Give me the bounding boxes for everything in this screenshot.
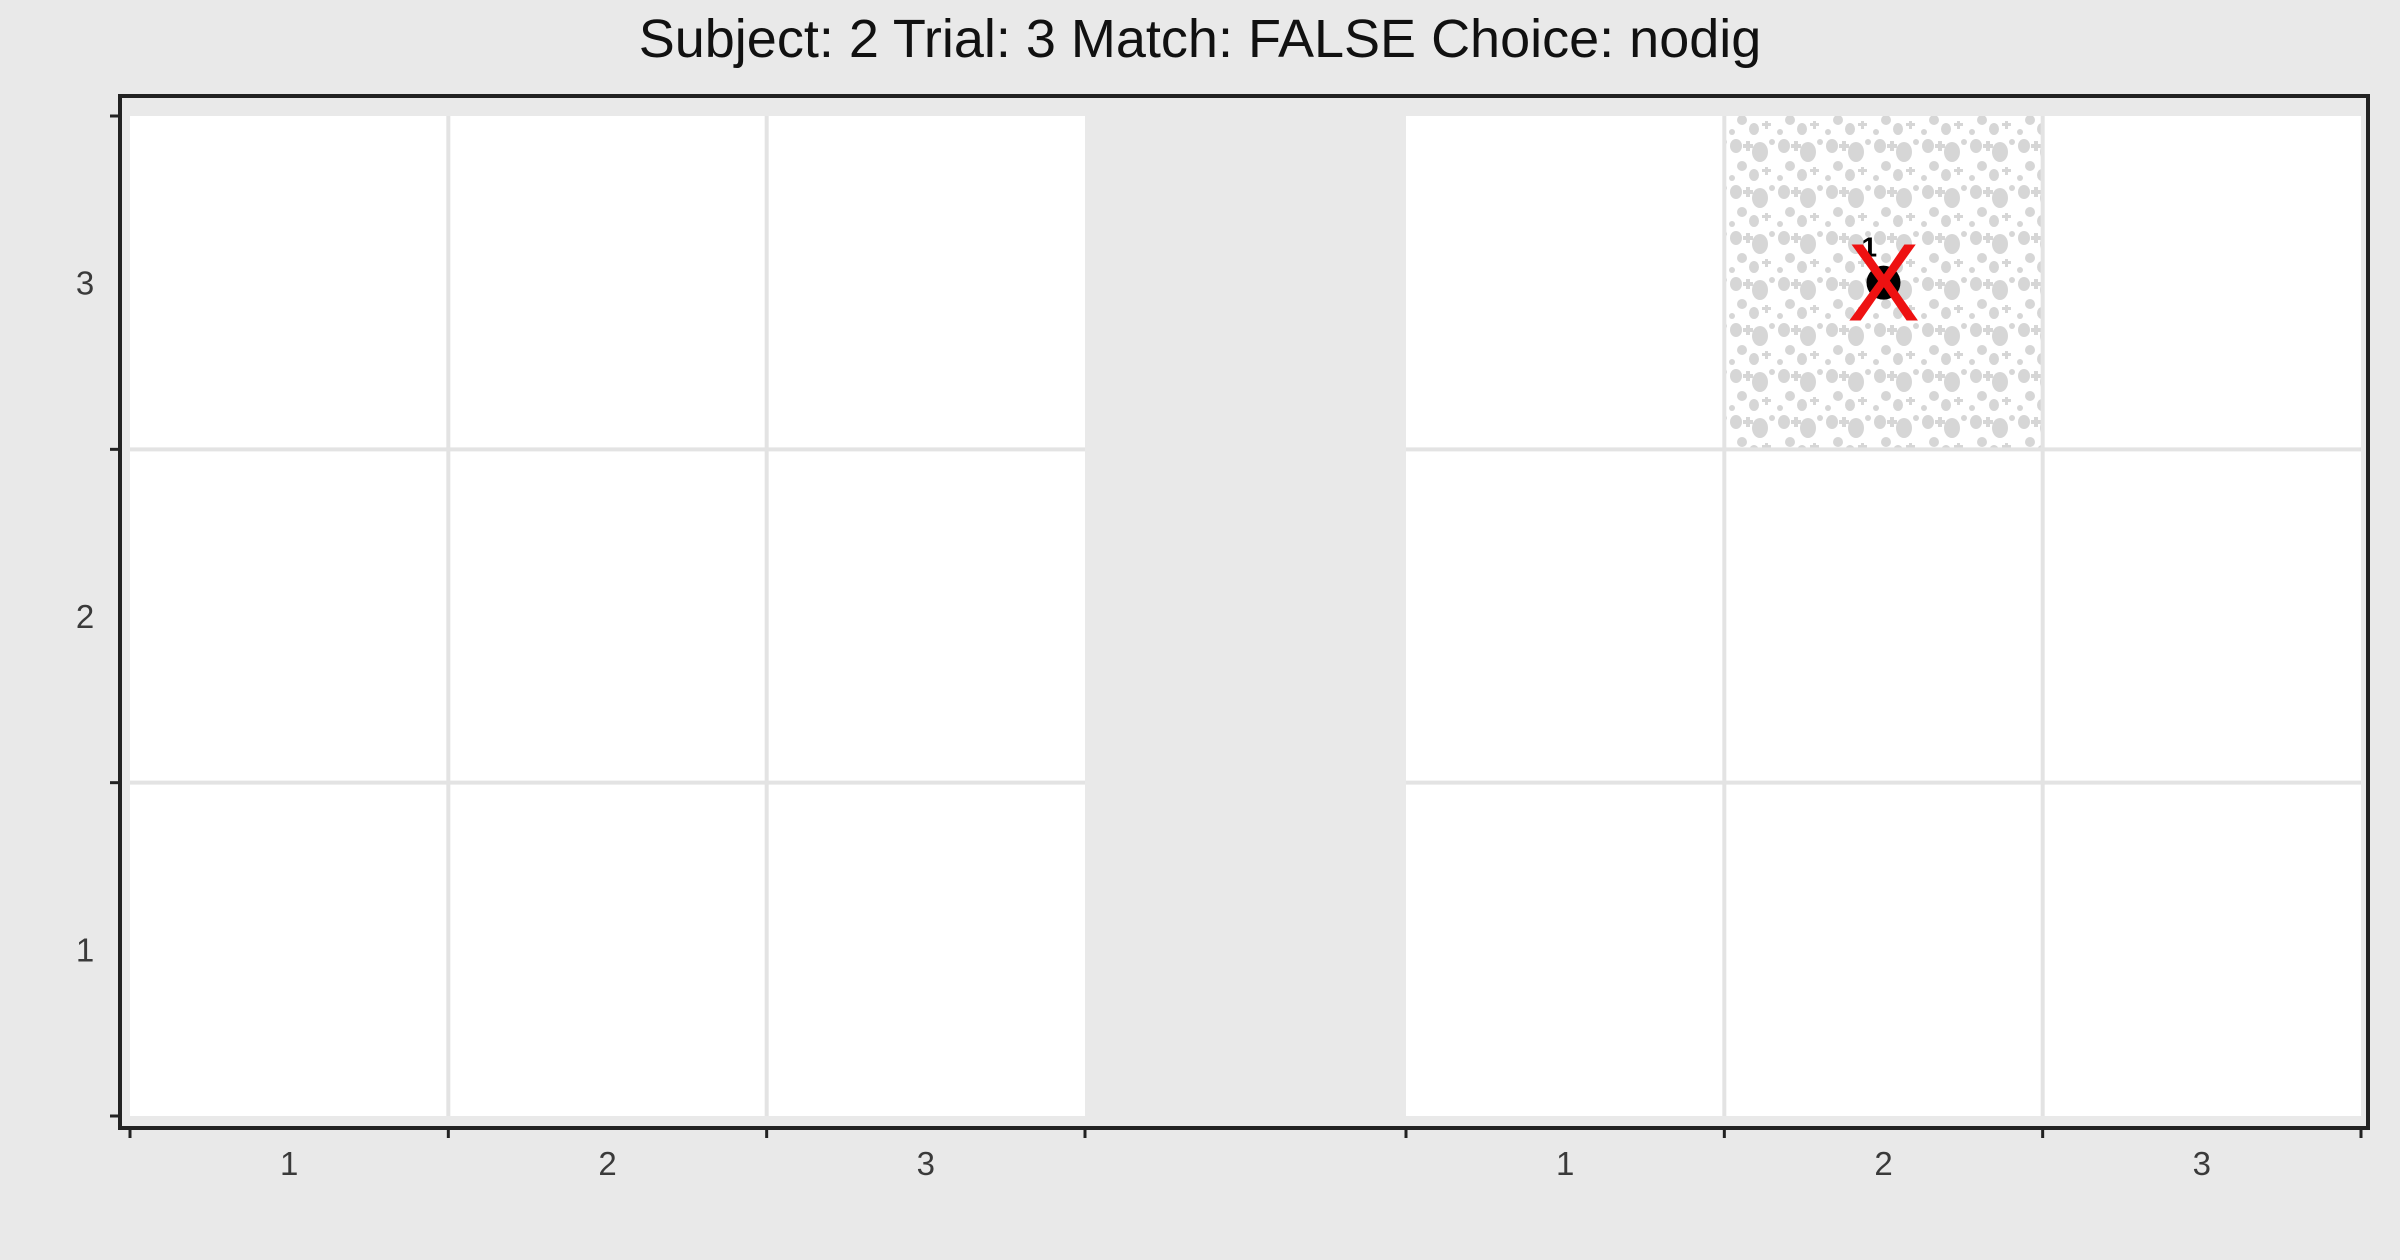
panel-background xyxy=(130,116,1085,1116)
x-tick-label: 3 xyxy=(2193,1145,2211,1182)
x-marker: X xyxy=(1847,222,1920,345)
x-tick-label: 3 xyxy=(917,1145,935,1182)
panel-2: 1 2 31X xyxy=(1404,116,2363,1182)
y-tick-label: 3 xyxy=(76,265,94,302)
panel-1: 1 2 3 xyxy=(128,116,1087,1182)
x-tick-label: 1 xyxy=(1556,1145,1574,1182)
data-point xyxy=(1866,265,1901,300)
facet-panels: 1 2 3 1 2 31X xyxy=(128,116,2363,1182)
x-tick-label: 2 xyxy=(598,1145,616,1182)
x-tick-label: 1 xyxy=(280,1145,298,1182)
x-tick-label: 2 xyxy=(1874,1145,1892,1182)
chart-title: Subject: 2 Trial: 3 Match: FALSE Choice:… xyxy=(639,9,1762,69)
plot-frame xyxy=(118,94,2370,1130)
axes: 1 2 3 xyxy=(76,94,2370,1130)
y-tick-label: 2 xyxy=(76,598,94,635)
y-tick-label: 1 xyxy=(76,931,94,968)
point-label: 1 xyxy=(1862,232,1878,263)
